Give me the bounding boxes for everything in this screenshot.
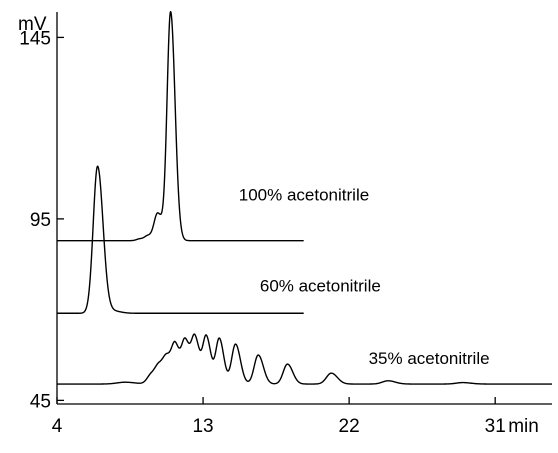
x-tick-label: 22 [339,416,360,437]
labels: 100% acetonitrile 60% acetonitrile 35% ace… [239,186,490,368]
x-tick-label: 31 [485,416,506,437]
y-tick-label: 95 [30,210,51,231]
axis-ticks: 45 95 145 4 13 22 31 mV min [18,14,539,437]
x-tick-label: 4 [52,416,63,437]
trace-label-1: 100% acetonitrile [239,186,369,205]
trace-label-2: 60% acetonitrile [260,276,381,295]
trace-label-3: 35% acetonitrile [369,349,490,368]
trace-line-1 [56,11,305,242]
axes [56,12,552,405]
trace-line-3 [56,333,553,385]
trace-line-2 [56,165,305,314]
y-tick-label: 145 [19,28,51,49]
x-tick-label: 13 [192,416,213,437]
y-tick-label: 45 [30,391,51,412]
y-unit-label: mV [18,14,47,35]
x-unit-label: min [508,416,539,437]
traces [56,11,553,385]
